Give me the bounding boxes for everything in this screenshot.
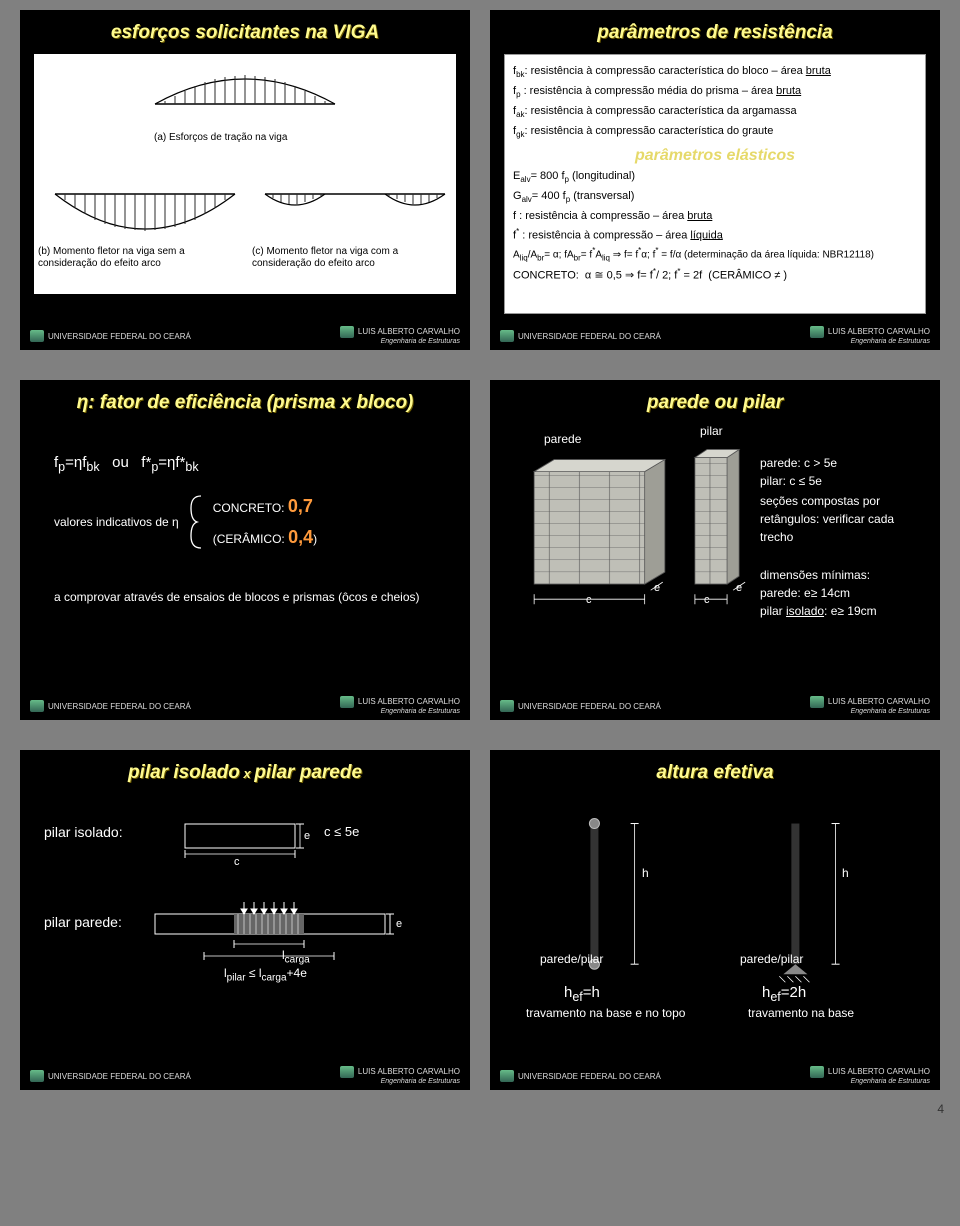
- cer-row: (CERÂMICO: 0,4): [213, 527, 317, 548]
- indic: valores indicativos de η: [54, 515, 179, 529]
- lab-pilar: pilar: [700, 424, 723, 438]
- eq2: hef=2h: [762, 984, 806, 1004]
- brace-icon: [189, 494, 203, 550]
- slide6-body: h h parede/pilar parede/pilar hef=h trav…: [504, 794, 926, 1054]
- par-rect: [154, 902, 404, 962]
- eng-logo-icon: [340, 326, 354, 338]
- ufc-logo-icon: [500, 330, 514, 342]
- slide-parede-pilar: parede ou pilar: [490, 380, 940, 720]
- slide3-body: fp=ηfbk ou f*p=ηf*bk valores indicativos…: [34, 424, 456, 604]
- rules: parede: c > 5e pilar: c ≤ 5e seções comp…: [760, 454, 920, 620]
- ufc-logo-icon: [500, 1070, 514, 1082]
- l6: Galv= 400 fp (transversal): [513, 189, 917, 206]
- diagram-a: [155, 75, 335, 104]
- slide4-title: parede ou pilar: [504, 392, 926, 414]
- slide-esforcos: esforços solicitantes na VIGA: [20, 10, 470, 350]
- slide-footer: UNIVERSIDADE FEDERAL DO CEARÁ LUIS ALBER…: [490, 326, 940, 346]
- slide2-title: parâmetros de resistência: [504, 22, 926, 44]
- slide4-body: parede pilar c e c e parede: c > 5e pila…: [504, 424, 926, 684]
- cap-a: (a) Esforços de tração na viga: [154, 132, 287, 143]
- footer-dept: Engenharia de Estruturas: [340, 338, 460, 346]
- l10: CONCRETO: α ≅ 0,5 ⇒ f= f*/ 2; f* = 2f (C…: [513, 267, 917, 284]
- slide-altura: altura efetiva: [490, 750, 940, 1090]
- slide6-title: altura efetiva: [504, 762, 926, 784]
- lab-iso: pilar isolado:: [44, 824, 123, 840]
- formula: fp=ηfbk ou f*p=ηf*bk: [54, 454, 436, 474]
- diagram-b: [55, 194, 235, 231]
- l8: f* : resistência à compressão – área líq…: [513, 227, 917, 244]
- l1: fbk: resistência à compressão caracterís…: [513, 64, 917, 81]
- eng-logo-icon: [340, 696, 354, 708]
- l5: Ealv= 800 fp (longitudinal): [513, 169, 917, 186]
- lpilar: lpilar ≤ lcarga+4e: [224, 966, 307, 983]
- ufc-logo-icon: [30, 700, 44, 712]
- eng-logo-icon: [810, 696, 824, 708]
- slide2-sub: parâmetros elásticos: [513, 147, 917, 165]
- eng-logo-icon: [340, 1066, 354, 1078]
- eng-logo-icon: [810, 1066, 824, 1078]
- diagram-c: [265, 194, 445, 205]
- footer-uni: UNIVERSIDADE FEDERAL DO CEARÁ: [48, 332, 191, 341]
- slide-eta: η: fator de eficiência (prisma x bloco) …: [20, 380, 470, 720]
- l9: Aliq/Abr= α; fAbr= f*Aliq ⇒ f= f*α; f* =…: [513, 246, 917, 264]
- slide-footer: UNIVERSIDADE FEDERAL DO CEARÁ LUIS ALBER…: [490, 1066, 940, 1086]
- slide5-body: pilar isolado: e c c ≤ 5e pilar parede:: [34, 794, 456, 1054]
- slide-footer: UNIVERSIDADE FEDERAL DO CEARÁ LUIS ALBER…: [20, 1066, 470, 1086]
- l3: fak: resistência à compressão caracterís…: [513, 104, 917, 121]
- slide-parametros: parâmetros de resistência fbk: resistênc…: [490, 10, 940, 350]
- slide2-box: fbk: resistência à compressão caracterís…: [504, 54, 926, 314]
- lab-parede: parede: [544, 432, 581, 446]
- l4: fgk: resistência à compressão caracterís…: [513, 124, 917, 141]
- conc-row: CONCRETO: 0,7: [213, 496, 317, 517]
- ufc-logo-icon: [500, 700, 514, 712]
- l2: fp : resistência à compressão média do p…: [513, 84, 917, 101]
- slide1-title: esforços solicitantes na VIGA: [34, 22, 456, 44]
- page-number: 4: [937, 1102, 944, 1116]
- l7: f : resistência à compressão – área brut…: [513, 209, 917, 224]
- eng-logo-icon: [810, 326, 824, 338]
- slide-footer: UNIVERSIDADE FEDERAL DO CEARÁ LUIS ALBER…: [20, 696, 470, 716]
- note: a comprovar através de ensaios de blocos…: [54, 590, 436, 604]
- slide5-title: pilar isolado x pilar parede: [34, 762, 456, 784]
- ufc-logo-icon: [30, 330, 44, 342]
- cap-c: (c) Momento fletor na viga com a conside…: [252, 246, 442, 270]
- slide-pilar-isolado: pilar isolado x pilar parede pilar isola…: [20, 750, 470, 1090]
- indic-row: valores indicativos de η CONCRETO: 0,7 (…: [54, 494, 436, 550]
- slide1-figure: (a) Esforços de tração na viga (b) Momen…: [34, 54, 456, 294]
- slide-footer: UNIVERSIDADE FEDERAL DO CEARÁ LUIS ALBER…: [490, 696, 940, 716]
- slide3-title: η: fator de eficiência (prisma x bloco): [34, 392, 456, 414]
- footer-author: LUIS ALBERTO CARVALHO: [358, 327, 460, 336]
- cap-b: (b) Momento fletor na viga sem a conside…: [38, 246, 228, 270]
- lab-par: pilar parede:: [44, 914, 122, 930]
- ufc-logo-icon: [30, 1070, 44, 1082]
- slide-footer: UNIVERSIDADE FEDERAL DO CEARÁ LUIS ALBER…: [20, 326, 470, 346]
- eq1: hef=h: [564, 984, 600, 1004]
- lcarga: lcarga: [282, 948, 310, 965]
